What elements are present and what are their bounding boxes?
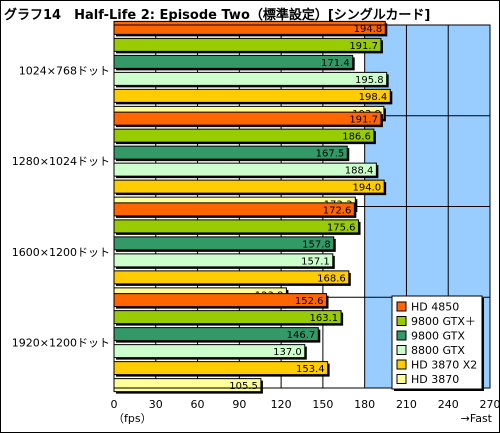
bar-value-label: 137.0: [273, 347, 302, 358]
bar: [113, 88, 391, 103]
bar-value-label: 188.4: [345, 166, 374, 177]
bar-value-label: 105.5: [229, 381, 258, 392]
bar: [113, 37, 382, 52]
legend-box: [391, 295, 483, 390]
category-label: 1280×1024ドット: [12, 155, 110, 168]
bar: [113, 202, 355, 217]
bar-value-label: 175.6: [327, 222, 356, 233]
legend-label: 9800 GTX＋: [411, 315, 476, 328]
bar-value-label: 146.7: [287, 330, 316, 341]
x-direction-label: →Fast: [461, 412, 493, 425]
bar-value-label: 172.6: [323, 205, 352, 216]
legend-swatch: [396, 374, 407, 384]
bar: [113, 310, 342, 325]
plot-border: [113, 24, 491, 389]
bar-value-label: 186.6: [342, 132, 371, 143]
x-tick-label: 210: [396, 398, 417, 411]
bar-value-label: 194.0: [353, 183, 382, 194]
legend-swatch: [396, 330, 407, 341]
bar: [113, 162, 377, 177]
bar: [113, 236, 335, 251]
legend-label: HD 4850: [411, 301, 459, 314]
bar-value-label: 191.7: [349, 115, 378, 126]
bar: [113, 111, 382, 126]
bar-value-label: 195.8: [355, 75, 384, 86]
x-unit-label: （fps）: [113, 412, 152, 425]
x-tick-label: 120: [271, 398, 292, 411]
bar-value-label: 157.1: [301, 256, 330, 267]
bar: [113, 270, 350, 285]
bar: [113, 71, 388, 86]
legend-swatch: [396, 359, 407, 370]
bar: [113, 179, 385, 194]
legend-label: 9800 GTX: [411, 330, 465, 343]
bar: [113, 20, 386, 35]
bar-value-label: 171.4: [321, 58, 350, 69]
x-tick-label: 90: [232, 398, 246, 411]
bar-value-label: 163.1: [309, 313, 338, 324]
category-label: 1920×1200ドット: [12, 337, 110, 350]
x-tick-label: 60: [191, 398, 205, 411]
bar-value-label: 191.7: [349, 41, 378, 52]
legend-label: 8800 GTX: [411, 344, 465, 357]
bar-value-label: 152.6: [295, 296, 324, 307]
legend-swatch: [396, 316, 407, 326]
legend-label: HD 3870: [411, 373, 459, 386]
x-tick-label: 240: [438, 398, 459, 411]
bar-value-label: 198.4: [359, 92, 388, 103]
chart-title: グラフ14 Half-Life 2: Episode Two（標準設定）[シング…: [4, 8, 431, 23]
x-tick-label: 30: [149, 398, 163, 411]
bar-value-label: 157.8: [302, 239, 331, 250]
x-tick-label: 0: [111, 398, 118, 411]
x-tick-label: 180: [354, 398, 375, 411]
bar: [113, 219, 360, 234]
bar: [113, 145, 348, 160]
bar: [113, 54, 354, 69]
bar-value-label: 153.4: [296, 364, 325, 375]
bar-value-label: 194.8: [354, 24, 383, 35]
x-tick-label: 270: [480, 398, 500, 411]
legend-swatch: [396, 301, 407, 312]
legend-swatch: [396, 345, 407, 355]
bar: [113, 253, 334, 268]
legend-label: HD 3870 X2: [411, 359, 477, 372]
x-tick-label: 150: [312, 398, 333, 411]
bar-value-label: 168.6: [317, 273, 346, 284]
bar: [113, 128, 375, 143]
bar-value-label: 167.5: [316, 149, 345, 160]
category-label: 1024×768ドット: [19, 64, 110, 77]
category-label: 1600×1200ドット: [12, 246, 110, 259]
